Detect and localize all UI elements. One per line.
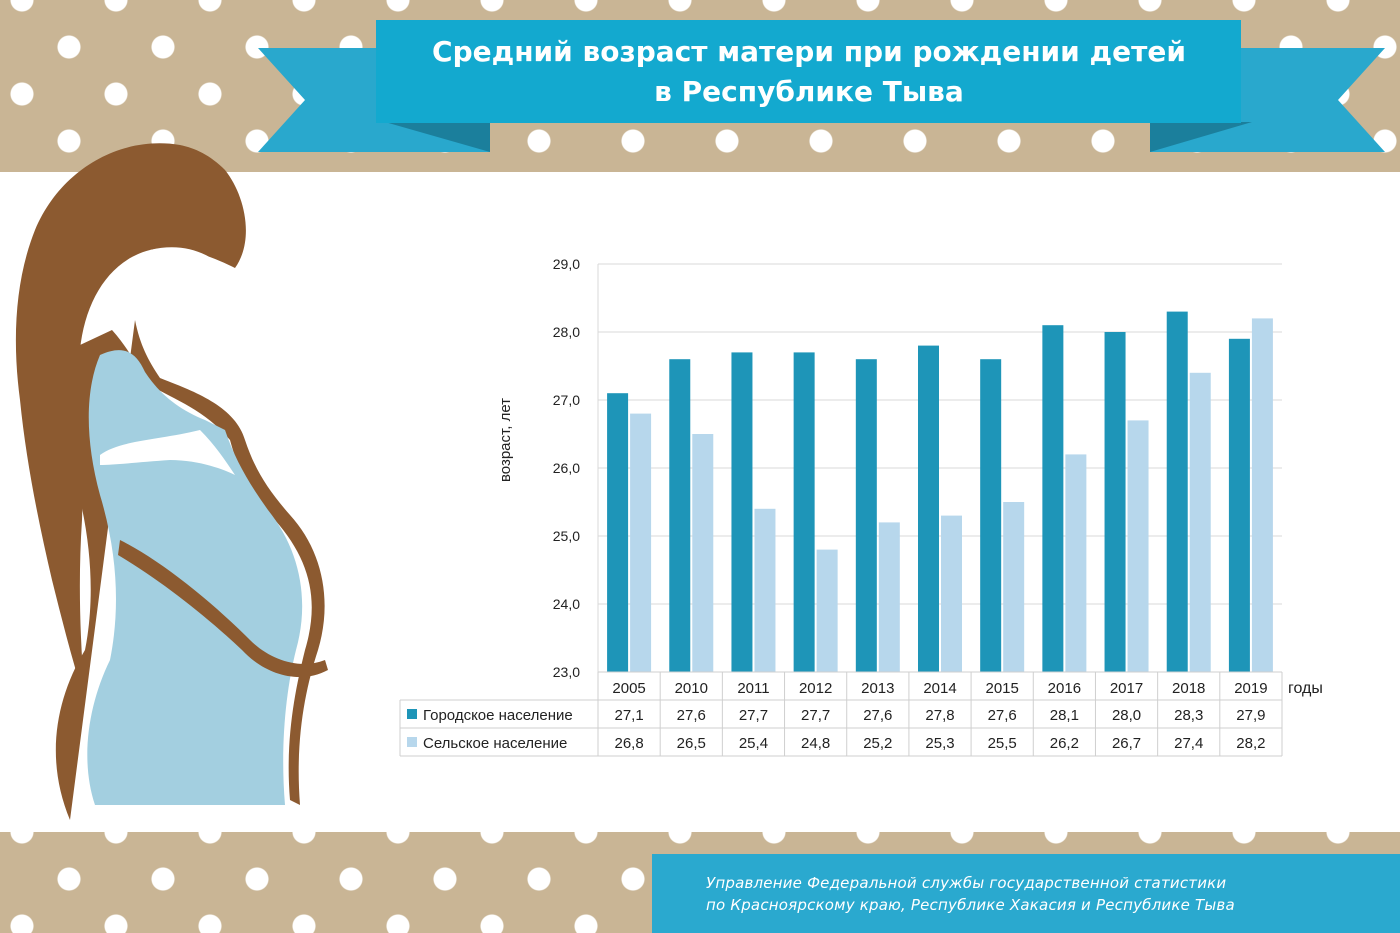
data-label: 27,4 <box>1174 735 1203 752</box>
y-tick-label: 25,0 <box>553 528 580 544</box>
footer-line-1: Управление Федеральной службы государств… <box>706 874 1227 892</box>
bar-rural-2011 <box>754 508 776 672</box>
y-tick-label: 27,0 <box>553 392 580 408</box>
y-tick-label: 29,0 <box>553 256 580 272</box>
x-tick-label: 2015 <box>985 680 1018 697</box>
bar-urban-2017 <box>1104 332 1126 672</box>
x-tick-label: 2018 <box>1172 680 1205 697</box>
data-label: 27,6 <box>863 707 892 724</box>
x-tick-label: 2017 <box>1110 680 1143 697</box>
bar-chart: возраст, лет 23,0 24,0 25,0 26,0 27,0 28,0 29,… <box>399 256 1323 757</box>
bar-urban-2010 <box>669 359 691 672</box>
bar-urban-2014 <box>918 345 939 672</box>
bar-urban-2011 <box>731 352 753 672</box>
page-title: Средний возраст матери при рождении дете… <box>378 22 1240 122</box>
bar-rural-2010 <box>692 434 714 672</box>
data-label: 25,2 <box>863 735 892 752</box>
footer-text: Управление Федеральной службы государств… <box>706 872 1386 916</box>
data-label: 27,1 <box>614 707 643 724</box>
data-label: 27,7 <box>801 707 830 724</box>
bar-rural-2015 <box>1003 502 1025 672</box>
data-label: 26,2 <box>1050 735 1079 752</box>
bar-urban-2019 <box>1228 338 1250 672</box>
bar-urban-2018 <box>1166 311 1188 672</box>
y-tick-label: 28,0 <box>553 324 580 340</box>
bar-rural-2016 <box>1065 454 1087 672</box>
data-label: 25,3 <box>925 735 954 752</box>
data-label: 26,5 <box>677 735 706 752</box>
data-label: 27,6 <box>988 707 1017 724</box>
bar-urban-2016 <box>1042 325 1064 672</box>
bar-rural-2013 <box>878 522 900 672</box>
data-label: 27,6 <box>677 707 706 724</box>
y-tick-label: 24,0 <box>553 596 580 612</box>
bar-rural-2017 <box>1127 420 1149 672</box>
pregnant-woman-illustration <box>15 143 328 820</box>
data-label: 28,2 <box>1236 735 1265 752</box>
y-tick-label: 23,0 <box>553 664 580 680</box>
x-tick-label: 2012 <box>799 680 832 697</box>
x-tick-label: 2005 <box>612 680 645 697</box>
x-tick-label: 2019 <box>1234 680 1267 697</box>
legend-label: Городское население <box>423 707 573 724</box>
bar-rural-2018 <box>1189 372 1211 672</box>
x-tick-label: 2010 <box>675 680 708 697</box>
data-label: 27,9 <box>1236 707 1265 724</box>
y-tick-labels: 23,0 24,0 25,0 26,0 27,0 28,0 29,0 <box>553 256 580 680</box>
data-label: 28,3 <box>1174 707 1203 724</box>
legend-swatch <box>407 709 417 719</box>
data-label: 24,8 <box>801 735 830 752</box>
bar-rural-2012 <box>816 549 838 672</box>
data-table: 2005 2010 2011 2012 2013 2014 2015 2016 2017 2018… <box>399 671 1283 757</box>
data-label: 27,8 <box>925 707 954 724</box>
y-tick-label: 26,0 <box>553 460 580 476</box>
bar-urban-2013 <box>855 359 877 672</box>
footer-banner <box>652 854 1400 933</box>
legend-swatch <box>407 737 417 747</box>
bar-rural-2019 <box>1251 318 1273 672</box>
data-label: 26,7 <box>1112 735 1141 752</box>
bar-urban-2005 <box>607 393 629 672</box>
legend-label: Сельское население <box>423 735 567 752</box>
x-tick-label: 2013 <box>861 680 894 697</box>
data-label: 26,8 <box>614 735 643 752</box>
title-ribbon <box>258 20 1385 152</box>
x-axis-title: годы <box>1288 680 1323 697</box>
data-label: 28,1 <box>1050 707 1079 724</box>
data-label: 28,0 <box>1112 707 1141 724</box>
y-axis-title: возраст, лет <box>497 398 514 482</box>
footer-line-2: по Красноярскому краю, Республике Хакаси… <box>706 896 1235 914</box>
x-tick-label: 2016 <box>1048 680 1081 697</box>
bar-rural-2014 <box>941 515 962 672</box>
x-tick-label: 2014 <box>923 680 956 697</box>
bar-rural-2005 <box>630 413 652 672</box>
data-label: 27,7 <box>739 707 768 724</box>
data-label: 25,5 <box>988 735 1017 752</box>
title-line-2: в Республике Тыва <box>654 75 964 108</box>
x-tick-label: 2011 <box>737 680 769 697</box>
bar-urban-2015 <box>980 359 1002 672</box>
data-label: 25,4 <box>739 735 768 752</box>
title-line-1: Средний возраст матери при рождении дете… <box>432 35 1186 68</box>
bar-urban-2012 <box>793 352 815 672</box>
bars <box>607 311 1273 672</box>
